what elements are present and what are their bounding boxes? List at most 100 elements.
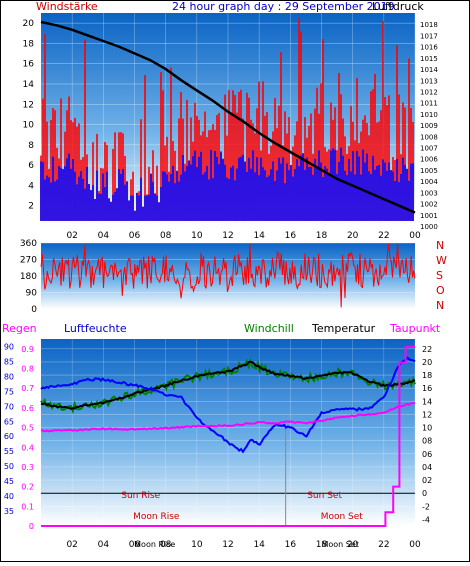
humidity-tick-label: 35 [4, 507, 14, 516]
time-tick-label: 12 [222, 231, 233, 241]
time-tick-label: 14 [253, 231, 265, 241]
event-label: Sun Set [307, 491, 342, 501]
temperature-tick-label: 06 [422, 450, 432, 459]
humidity-tick-label: 75 [4, 387, 14, 396]
humidity-tick-label: 55 [4, 447, 14, 456]
wind-tick-label: 16 [23, 60, 35, 70]
compass-label: W [436, 254, 447, 267]
temperature-tick-label: 16 [422, 384, 432, 393]
compass-label: N [436, 239, 444, 252]
wind-speed-axis: 2 4 6 8 10 12 14 16 18 20 [23, 19, 35, 212]
climate-time-tick-label: 10 [191, 540, 203, 550]
climate-time-tick-label: 20 [347, 540, 359, 550]
time-tick-label: 10 [191, 231, 203, 241]
climate-time-axis: 02 04 06 08 10 12 14 16 18 20 22 00 Moon Rise Moon Se… [66, 540, 421, 550]
wind-tick-label: 20 [23, 19, 35, 29]
climate-time-tick-label: 18 [316, 540, 328, 550]
dewpoint-line [40, 402, 416, 433]
temperature-tick-label: 12 [422, 410, 432, 419]
pressure-tick-label: 1012 [420, 88, 438, 96]
pressure-tick-label: 1009 [420, 122, 438, 130]
temperature-tick-label: 04 [422, 463, 432, 472]
time-tick-label: 08 [160, 231, 172, 241]
time-tick-label: 18 [316, 231, 328, 241]
rain-tick-label: 0 [29, 522, 34, 531]
rain-axis: 0 0.1 0.2 0.3 0.4 0.5 0.6 0.7 0.8 0.9 [21, 345, 34, 531]
climate-gridlines [41, 339, 416, 526]
wind-tick-label: 6 [28, 161, 34, 171]
temperature-tick-label: -4 [422, 515, 430, 524]
wind-tick-label: 14 [23, 80, 35, 90]
rain-tick-label: 0.2 [21, 483, 34, 492]
climate-time-tick-label: 02 [66, 540, 77, 550]
rain-tick-label: 0.1 [21, 502, 34, 511]
direction-tick-label: 360 [20, 239, 37, 249]
humidity-tick-label: 45 [4, 477, 14, 486]
rain-tick-label: 0.8 [21, 365, 34, 374]
wind-speed-bars [40, 18, 414, 221]
temperature-tick-label: -2 [422, 502, 430, 511]
pressure-tick-label: 1005 [420, 167, 438, 175]
humidity-axis: 35 40 45 50 55 60 65 70 75 80 85 90 [4, 342, 14, 516]
time-tick-label: 04 [98, 231, 110, 241]
humidity-tick-label: 40 [4, 492, 14, 501]
rain-tick-label: 0.3 [21, 463, 34, 472]
climate-time-tick-label: 14 [253, 540, 265, 550]
temperature-label: Temperatur [311, 322, 376, 335]
time-tick-label: 06 [129, 231, 141, 241]
humidity-label: Luftfeuchte [64, 322, 127, 335]
pressure-tick-label: 1013 [420, 77, 438, 85]
pressure-line [40, 20, 416, 214]
temperature-axis: -4 -2 0 02 04 06 08 10 12 14 16 18 20 22 [422, 345, 432, 525]
direction-tick-label: 0 [31, 305, 37, 315]
humidity-line [40, 356, 416, 454]
time-tick-label: 20 [347, 231, 359, 241]
pressure-tick-label: 1008 [420, 133, 438, 141]
pressure-tick-label: 1007 [420, 145, 438, 153]
chart-title: 24 hour graph day : 29 September 2019 [172, 0, 395, 13]
dewpoint-label: Taupunkt [389, 322, 441, 335]
rain-label: Regen [2, 322, 37, 335]
humidity-tick-label: 90 [4, 342, 14, 351]
pressure-axis: 1000 1001 1002 1003 1004 1005 1006 1007 1008 1009… [420, 21, 438, 231]
time-tick-label: 16 [285, 231, 297, 241]
rain-tick-label: 0.9 [21, 345, 34, 354]
time-tick-label: 02 [66, 231, 77, 241]
compass-label: S [436, 269, 443, 282]
moon-rise-tick-label: Moon Rise [134, 540, 175, 549]
temperature-tick-label: 02 [422, 476, 432, 485]
wind-tick-label: 2 [28, 202, 34, 212]
pressure-tick-label: 1003 [420, 189, 438, 197]
temperature-tick-label: 08 [422, 437, 432, 446]
humidity-tick-label: 65 [4, 417, 14, 426]
pressure-tick-label: 1015 [420, 55, 438, 63]
wind-tick-label: 8 [28, 141, 34, 151]
event-label: Sun Rise [121, 491, 160, 501]
humidity-tick-label: 85 [4, 357, 14, 366]
humidity-tick-label: 80 [4, 372, 14, 381]
wind-time-axis: 02 04 06 08 10 12 14 16 18 20 22 00 [66, 231, 421, 241]
direction-tick-label: 270 [20, 256, 37, 266]
climate-time-tick-label: 22 [378, 540, 389, 550]
humidity-tick-label: 50 [4, 462, 14, 471]
temperature-tick-label: 0 [422, 489, 427, 498]
pressure-tick-label: 1000 [420, 223, 438, 231]
pressure-tick-label: 1011 [420, 100, 438, 108]
temperature-line [40, 360, 416, 410]
pressure-tick-label: 1001 [420, 212, 438, 220]
pressure-tick-label: 1014 [420, 66, 438, 74]
humidity-tick-label: 70 [4, 402, 14, 411]
pressure-label: Luftdruck [372, 0, 424, 13]
compass-label: O [436, 284, 445, 297]
event-label: Moon Rise [133, 512, 180, 522]
pressure-tick-label: 1002 [420, 201, 438, 209]
wind-tick-label: 4 [28, 181, 34, 191]
rain-tick-label: 0.6 [21, 404, 34, 413]
time-tick-label: 22 [378, 231, 389, 241]
wind-speed-label: Windstärke [36, 0, 98, 13]
rain-tick-label: 0.5 [21, 424, 34, 433]
climate-time-tick-label: 06 [129, 540, 141, 550]
